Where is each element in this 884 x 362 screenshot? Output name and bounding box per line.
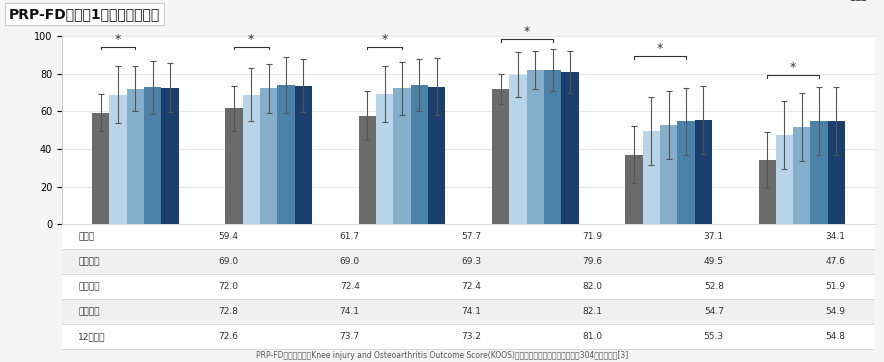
Text: 54.8: 54.8 [826, 332, 845, 341]
Bar [643, 131, 659, 224]
Text: *: * [790, 61, 796, 74]
Text: １ヵ月後: １ヵ月後 [78, 257, 100, 266]
Text: 72.4: 72.4 [339, 282, 360, 291]
Bar [758, 160, 776, 224]
Bar [509, 75, 527, 224]
Text: 注射前: 注射前 [78, 232, 95, 241]
Bar [793, 127, 811, 224]
Text: 49.5: 49.5 [704, 257, 724, 266]
Text: 54.9: 54.9 [826, 307, 845, 316]
Text: ３ヵ月後: ３ヵ月後 [78, 282, 100, 291]
FancyBboxPatch shape [62, 224, 875, 249]
Text: 74.1: 74.1 [339, 307, 360, 316]
Text: PRP-FD治療の1年間の治療成績: PRP-FD治療の1年間の治療成績 [9, 7, 160, 21]
Text: 73.2: 73.2 [461, 332, 481, 341]
Text: 52.8: 52.8 [704, 282, 724, 291]
FancyBboxPatch shape [62, 299, 875, 324]
Text: PRP-FD治療におけるKnee injury and Osteoarthritis Outcome Score(KOOS)の経時的推移（変形性膝関節症304膝: PRP-FD治療におけるKnee injury and Osteoarthrit… [255, 351, 629, 360]
Text: 34.1: 34.1 [826, 232, 845, 241]
Text: 81.0: 81.0 [583, 332, 603, 341]
Bar [92, 113, 110, 224]
Bar [544, 70, 561, 224]
Text: 55.3: 55.3 [704, 332, 724, 341]
Text: 37.1: 37.1 [704, 232, 724, 241]
Text: 79.6: 79.6 [583, 257, 603, 266]
Text: *: * [248, 33, 255, 46]
Bar [126, 89, 144, 224]
Bar [677, 122, 695, 224]
Text: 12ヵ月後: 12ヵ月後 [78, 332, 106, 341]
Text: 82.1: 82.1 [583, 307, 603, 316]
Bar [242, 94, 260, 224]
Text: 72.0: 72.0 [218, 282, 239, 291]
Text: 61.7: 61.7 [339, 232, 360, 241]
Text: 82.0: 82.0 [583, 282, 603, 291]
Text: 71.9: 71.9 [583, 232, 603, 241]
Bar [144, 87, 161, 224]
Bar [110, 94, 126, 224]
Text: *: * [115, 33, 121, 46]
Text: 72.6: 72.6 [218, 332, 239, 341]
Text: 69.0: 69.0 [218, 257, 239, 266]
Text: 59.4: 59.4 [218, 232, 239, 241]
Text: 72.4: 72.4 [461, 282, 481, 291]
Bar [260, 88, 278, 224]
Text: 74.1: 74.1 [461, 307, 481, 316]
Bar [827, 121, 845, 224]
Text: 57.7: 57.7 [461, 232, 481, 241]
Text: 72.8: 72.8 [218, 307, 239, 316]
Text: *: * [523, 25, 530, 38]
Bar [359, 116, 376, 224]
Text: 54.7: 54.7 [704, 307, 724, 316]
Bar [811, 121, 827, 224]
Bar [393, 88, 410, 224]
Text: 51.9: 51.9 [825, 282, 845, 291]
Text: ６ヵ月後: ６ヵ月後 [78, 307, 100, 316]
Bar [161, 88, 179, 224]
Bar [527, 70, 544, 224]
Bar [410, 85, 428, 224]
Text: 69.0: 69.0 [339, 257, 360, 266]
Bar [225, 108, 242, 224]
Bar [294, 86, 312, 224]
Bar [625, 155, 643, 224]
FancyBboxPatch shape [62, 249, 875, 274]
Bar [695, 120, 712, 224]
Bar [561, 72, 578, 224]
Text: 69.3: 69.3 [461, 257, 481, 266]
FancyBboxPatch shape [62, 274, 875, 299]
Text: 47.6: 47.6 [826, 257, 845, 266]
FancyBboxPatch shape [62, 324, 875, 349]
Text: *: * [657, 42, 663, 55]
Legend: 注入前, １ヵ月後, ３ヵ月後, ６ヵ月後, 12ヵ月後: 注入前, １ヵ月後, ３ヵ月後, ６ヵ月後, 12ヵ月後 [654, 0, 871, 4]
Bar [278, 85, 294, 224]
Bar [492, 89, 509, 224]
Bar [659, 125, 677, 224]
Bar [776, 135, 793, 224]
Bar [376, 94, 393, 224]
Bar [428, 87, 446, 224]
Text: *: * [381, 33, 388, 46]
Text: 73.7: 73.7 [339, 332, 360, 341]
